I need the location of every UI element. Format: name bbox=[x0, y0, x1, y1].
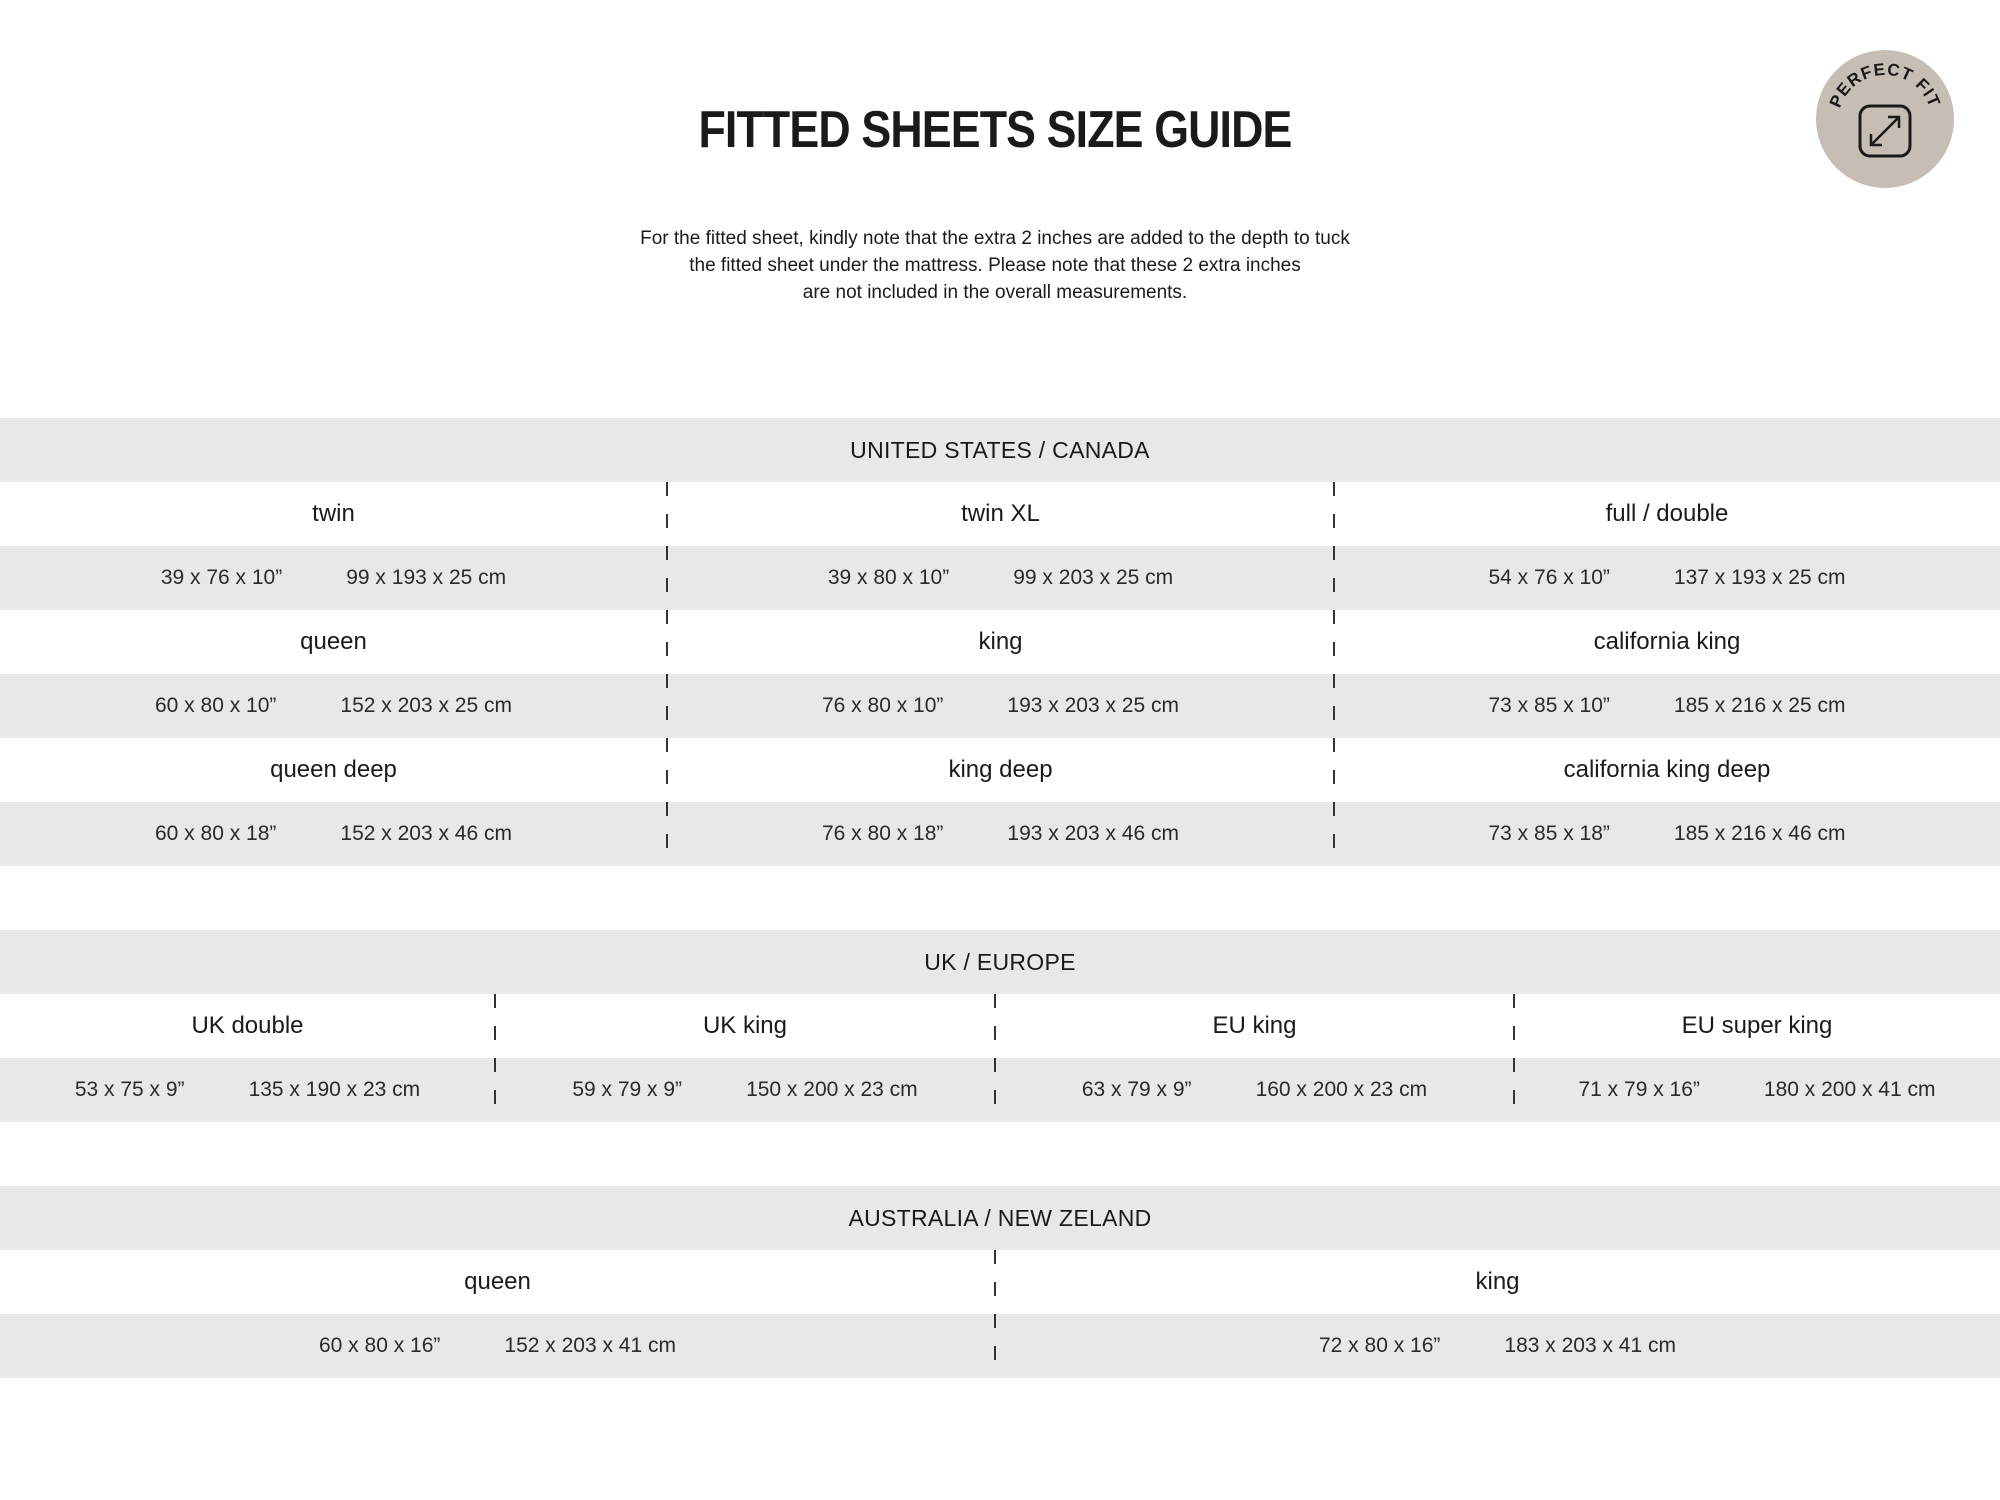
size-values: 63 x 79 x 9” 160 x 200 x 23 cm bbox=[995, 1058, 1514, 1122]
size-name-row: twin twin XL full / double bbox=[0, 482, 2000, 546]
note-line: For the fitted sheet, kindly note that t… bbox=[640, 228, 1350, 249]
size-values: 59 x 79 x 9” 150 x 200 x 23 cm bbox=[495, 1058, 995, 1122]
size-cm: 152 x 203 x 46 cm bbox=[340, 822, 512, 845]
size-values: 71 x 79 x 16” 180 x 200 x 41 cm bbox=[1514, 1058, 2000, 1122]
size-name: EU super king bbox=[1681, 1012, 1833, 1039]
size-inches: 60 x 80 x 10” bbox=[154, 694, 277, 717]
section-heading: UNITED STATES / CANADA bbox=[0, 418, 2000, 482]
column-divider bbox=[494, 994, 496, 1122]
size-grid: twin twin XL full / double 39 x 76 x 10” 99 … bbox=[0, 482, 2000, 866]
size-name: california king bbox=[1593, 628, 1741, 655]
size-inches: 39 x 76 x 10” bbox=[160, 566, 283, 589]
size-inches: 60 x 80 x 18” bbox=[154, 822, 277, 845]
size-inches: 73 x 85 x 18” bbox=[1488, 822, 1610, 845]
size-cm: 193 x 203 x 25 cm bbox=[1007, 694, 1179, 717]
size-inches: 72 x 80 x 16” bbox=[1318, 1334, 1441, 1357]
size-name: california king deep bbox=[1563, 756, 1771, 783]
size-inches: 63 x 79 x 9” bbox=[1081, 1078, 1192, 1101]
size-name: queen deep bbox=[270, 756, 397, 783]
size-cm: 180 x 200 x 41 cm bbox=[1763, 1078, 1936, 1101]
size-values: 76 x 80 x 10” 193 x 203 x 25 cm bbox=[667, 674, 1334, 738]
size-values: 60 x 80 x 10” 152 x 203 x 25 cm bbox=[0, 674, 667, 738]
size-cm: 160 x 200 x 23 cm bbox=[1255, 1078, 1428, 1101]
size-name: king bbox=[978, 628, 1023, 655]
size-values-row: 60 x 80 x 18” 152 x 203 x 46 cm 76 x 80 x … bbox=[0, 802, 2000, 866]
note-line: are not included in the overall measurem… bbox=[802, 282, 1188, 303]
size-inches: 73 x 85 x 10” bbox=[1488, 694, 1610, 717]
section-us-canada: UNITED STATES / CANADA twin twin XL full /… bbox=[0, 418, 2000, 866]
size-values: 60 x 80 x 16” 152 x 203 x 41 cm bbox=[0, 1314, 995, 1378]
size-values: 73 x 85 x 18” 185 x 216 x 46 cm bbox=[1334, 802, 2000, 866]
size-values-row: 39 x 76 x 10” 99 x 193 x 25 cm 39 x 80 x 1… bbox=[0, 546, 2000, 610]
column-divider bbox=[994, 1250, 996, 1378]
size-name: full / double bbox=[1605, 500, 1729, 527]
size-cm: 135 x 190 x 23 cm bbox=[248, 1078, 421, 1101]
section-uk-europe: UK / EUROPE UK double UK king EU king EU su… bbox=[0, 930, 2000, 1122]
size-inches: 76 x 80 x 18” bbox=[821, 822, 944, 845]
size-name-row: UK double UK king EU king EU super king bbox=[0, 994, 2000, 1058]
size-name: UK king bbox=[702, 1012, 788, 1039]
size-cm: 152 x 203 x 41 cm bbox=[504, 1334, 676, 1357]
size-cm: 99 x 193 x 25 cm bbox=[346, 566, 507, 589]
size-name: king bbox=[1475, 1268, 1520, 1295]
size-inches: 54 x 76 x 10” bbox=[1488, 566, 1610, 589]
badge-text: PERFECT FIT bbox=[1826, 60, 1943, 111]
size-name: queen bbox=[300, 628, 367, 655]
size-cm: 99 x 203 x 25 cm bbox=[1013, 566, 1174, 589]
size-inches: 53 x 75 x 9” bbox=[74, 1078, 185, 1101]
section-heading: AUSTRALIA / NEW ZELAND bbox=[0, 1186, 2000, 1250]
size-inches: 39 x 80 x 10” bbox=[827, 566, 950, 589]
column-divider bbox=[666, 482, 668, 866]
size-grid: queen king 60 x 80 x 16” 152 x 203 x 41 cm 7… bbox=[0, 1250, 2000, 1378]
size-values-row: 53 x 75 x 9” 135 x 190 x 23 cm 59 x 79 x 9… bbox=[0, 1058, 2000, 1122]
size-cm: 183 x 203 x 41 cm bbox=[1504, 1334, 1676, 1357]
size-name: UK double bbox=[191, 1012, 304, 1039]
perfect-fit-badge: PERFECT FIT bbox=[1816, 50, 1954, 188]
size-cm: 152 x 203 x 25 cm bbox=[340, 694, 512, 717]
size-cm: 150 x 200 x 23 cm bbox=[746, 1078, 918, 1101]
size-values: 54 x 76 x 10” 137 x 193 x 25 cm bbox=[1334, 546, 2000, 610]
fitted-sheet-note: For the fitted sheet, kindly note that t… bbox=[0, 225, 1990, 306]
size-values: 72 x 80 x 16” 183 x 203 x 41 cm bbox=[995, 1314, 2000, 1378]
size-inches: 60 x 80 x 16” bbox=[318, 1334, 441, 1357]
column-divider bbox=[994, 994, 996, 1122]
size-values-row: 60 x 80 x 16” 152 x 203 x 41 cm 72 x 80 x … bbox=[0, 1314, 2000, 1378]
size-values: 60 x 80 x 18” 152 x 203 x 46 cm bbox=[0, 802, 667, 866]
size-values: 73 x 85 x 10” 185 x 216 x 25 cm bbox=[1334, 674, 2000, 738]
section-heading: UK / EUROPE bbox=[0, 930, 2000, 994]
size-grid: UK double UK king EU king EU super king 53 x… bbox=[0, 994, 2000, 1122]
size-name: king deep bbox=[948, 756, 1053, 783]
size-cm: 193 x 203 x 46 cm bbox=[1007, 822, 1179, 845]
size-name: twin XL bbox=[961, 500, 1040, 527]
resize-arrows-icon: PERFECT FIT bbox=[1826, 60, 1944, 158]
size-name: queen bbox=[464, 1268, 531, 1295]
note-line: the fitted sheet under the mattress. Ple… bbox=[689, 255, 1301, 276]
size-values-row: 60 x 80 x 10” 152 x 203 x 25 cm 76 x 80 x … bbox=[0, 674, 2000, 738]
size-values: 76 x 80 x 18” 193 x 203 x 46 cm bbox=[667, 802, 1334, 866]
size-values: 39 x 76 x 10” 99 x 193 x 25 cm bbox=[0, 546, 667, 610]
size-name-row: queen king california king bbox=[0, 610, 2000, 674]
page-title: FITTED SHEETS SIZE GUIDE bbox=[698, 101, 1292, 159]
size-name: twin bbox=[312, 500, 355, 527]
size-values: 53 x 75 x 9” 135 x 190 x 23 cm bbox=[0, 1058, 495, 1122]
size-cm: 137 x 193 x 25 cm bbox=[1673, 566, 1846, 589]
section-australia-nz: AUSTRALIA / NEW ZELAND queen king 60 x 80 … bbox=[0, 1186, 2000, 1378]
column-divider bbox=[1333, 482, 1335, 866]
size-name: EU king bbox=[1212, 1012, 1297, 1039]
size-name-row: queen deep king deep california king deep bbox=[0, 738, 2000, 802]
column-divider bbox=[1513, 994, 1515, 1122]
size-inches: 59 x 79 x 9” bbox=[572, 1078, 683, 1101]
size-cm: 185 x 216 x 46 cm bbox=[1673, 822, 1846, 845]
size-inches: 76 x 80 x 10” bbox=[821, 694, 944, 717]
size-inches: 71 x 79 x 16” bbox=[1578, 1078, 1700, 1101]
size-values: 39 x 80 x 10” 99 x 203 x 25 cm bbox=[667, 546, 1334, 610]
svg-text:PERFECT FIT: PERFECT FIT bbox=[1826, 60, 1944, 111]
size-name-row: queen king bbox=[0, 1250, 2000, 1314]
size-cm: 185 x 216 x 25 cm bbox=[1673, 694, 1846, 717]
